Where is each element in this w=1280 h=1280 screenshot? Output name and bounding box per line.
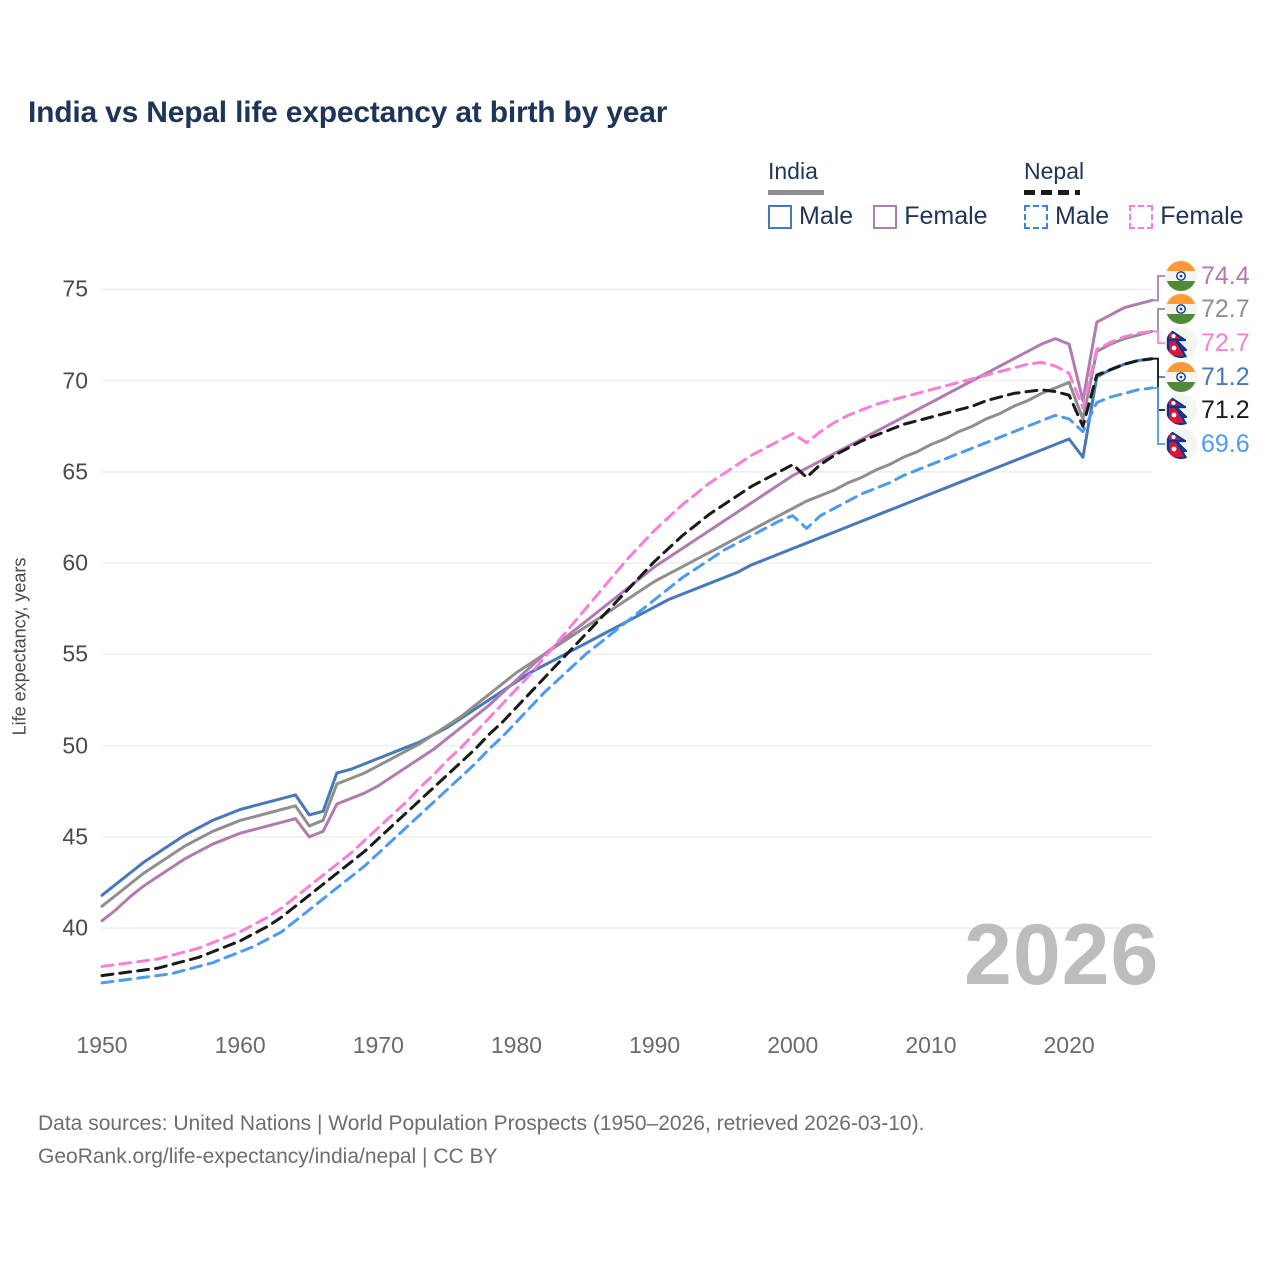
series-line [100,357,1154,897]
y-axis-tick-label: 70 [62,367,88,394]
label-connector [1152,387,1165,445]
series-end-label: 71.2 [1166,393,1250,427]
x-axis-tick-label: 2020 [1043,1032,1095,1058]
series-end-value: 74.4 [1201,261,1250,290]
series-end-label: 72.7 [1166,326,1250,360]
x-axis-tick-label: 1960 [214,1032,266,1058]
year-watermark: 2026 [964,907,1160,1003]
legend-swatch-icon [873,204,898,229]
x-axis-tick-label: 1980 [490,1032,543,1058]
y-axis-tick-label: 50 [62,732,88,759]
legend-item-nepal-female[interactable]: Female [1129,202,1244,231]
legend-swatch-icon [1129,204,1154,229]
legend-country-india: India [768,158,818,184]
series-line [100,298,1154,923]
legend-country-nepal: Nepal [1024,158,1085,184]
series-end-label: 69.6 [1166,427,1250,461]
legend-item-india-female[interactable]: Female [873,202,988,231]
series-end-value: 69.6 [1201,429,1250,458]
x-axis-tick-label: 1970 [352,1032,404,1058]
nepal-flag-icon [1166,429,1196,459]
label-connector [1152,357,1165,411]
series-line [100,386,1154,985]
series-line [100,357,1154,978]
series-end-value: 71.2 [1201,395,1250,424]
label-connector [1152,330,1165,344]
legend-group-nepal: Nepal Male Female [1024,158,1244,230]
legend-item-india-male[interactable]: Male [768,202,853,231]
series-line [100,329,1154,968]
legend-rule-india [768,190,824,195]
page-title: India vs Nepal life expectancy at birth … [28,96,668,129]
y-axis-tick-label: 40 [62,914,88,941]
x-axis-tick-label: 2000 [767,1032,819,1058]
legend-item-label: Female [1160,202,1244,230]
y-axis-tick-label: 65 [62,458,88,485]
series-end-value: 72.7 [1201,294,1250,323]
x-axis-tick-label: 1950 [76,1032,128,1058]
legend-rule-nepal [1024,190,1080,195]
series-end-label: 74.4 [1166,259,1250,293]
label-connector [1152,357,1165,378]
series-end-value: 72.7 [1201,328,1250,357]
legend-item-label: Female [904,202,988,230]
india-flag-icon [1166,362,1196,392]
legend-swatch-icon [768,204,792,229]
legend-item-label: Male [799,202,854,230]
series-end-value: 71.2 [1201,362,1250,391]
footer-line-2: GeoRank.org/life-expectancy/india/nepal … [38,1144,498,1168]
series-end-label: 72.7 [1166,292,1250,326]
legend-swatch-icon [1024,204,1048,229]
footer-credits: Data sources: United Nations | World Pop… [38,1108,924,1173]
label-connector [1152,308,1165,333]
series-line [100,329,1154,908]
x-axis-tick-label: 2010 [905,1032,957,1058]
chart-legend: India Male Female Nepal Male [762,158,1262,238]
legend-item-nepal-male[interactable]: Male [1024,202,1109,231]
x-axis-tick-label: 1990 [629,1032,681,1058]
label-connector [1152,275,1165,302]
nepal-flag-icon [1166,328,1196,358]
y-axis-tick-label: 75 [62,275,88,302]
nepal-flag-icon [1166,395,1196,425]
series-end-label: 71.2 [1166,360,1250,394]
y-axis-tick-label: 55 [62,640,88,667]
footer-line-1: Data sources: United Nations | World Pop… [38,1112,925,1135]
legend-item-label: Male [1055,202,1110,230]
india-flag-icon [1166,294,1196,324]
legend-group-india: India Male Female [768,158,988,230]
india-flag-icon [1166,261,1196,291]
y-axis-tick-label: 45 [62,823,88,850]
y-axis-tick-label: 60 [62,549,88,576]
